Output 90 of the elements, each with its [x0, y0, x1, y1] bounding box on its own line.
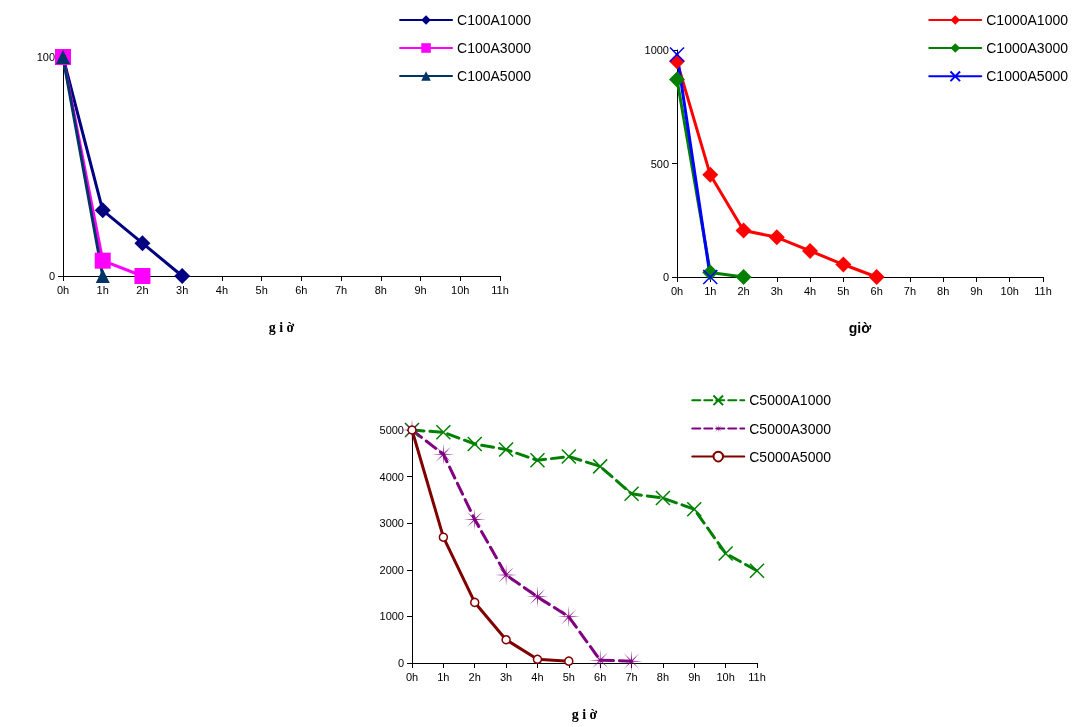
point: [498, 441, 514, 458]
x-tick-label: 8h: [374, 283, 387, 296]
point: [735, 269, 752, 285]
x-tick-label: 2h: [468, 670, 481, 683]
point: [802, 242, 819, 259]
x-tick-label: 4h: [531, 670, 544, 683]
y-tick-label: 5000: [379, 424, 404, 436]
point: [529, 452, 546, 469]
x-tick-label: 3h: [176, 283, 189, 296]
y-tick-label: 1000: [379, 610, 404, 623]
point: [623, 486, 640, 502]
point: [735, 222, 752, 239]
legend-label: C100A3000: [457, 40, 532, 56]
x-tick-label: 3h: [499, 670, 513, 683]
point: [501, 634, 511, 645]
x-tick-label: 9h: [688, 670, 701, 683]
x-tick-label: 6h: [870, 284, 883, 297]
x-tick-label: 0h: [405, 670, 419, 683]
point: [702, 166, 719, 183]
legend-label: C1000A1000: [986, 12, 1069, 28]
y-tick-label: 100: [36, 51, 55, 63]
legend-label: C5000A3000: [749, 420, 832, 437]
point: [174, 268, 191, 284]
y-tick-label: 0: [662, 271, 669, 283]
x-tick-label: 5h: [255, 283, 268, 296]
x-tick-label: 1h: [96, 283, 109, 296]
legend-label: C5000A1000: [749, 392, 832, 409]
y-tick-label: 4000: [379, 470, 404, 483]
point: [686, 501, 703, 517]
x-tick-label: 3h: [770, 284, 783, 297]
x-tick-label: 7h: [625, 670, 638, 683]
legend-label: C100A1000: [457, 12, 532, 28]
point: [868, 269, 885, 285]
x-tick-label: 0h: [56, 283, 70, 296]
x-tick-label: 0h: [670, 284, 684, 297]
x-tick-label: 1h: [437, 670, 450, 683]
point: [702, 269, 719, 285]
x-tick-label: 2h: [737, 284, 750, 297]
legend-label: C1000A5000: [986, 68, 1069, 85]
y-tick-label: 2000: [379, 563, 404, 576]
point: [717, 545, 734, 562]
x-tick-label: 9h: [970, 284, 983, 297]
x-tick-label: 6h: [594, 670, 607, 683]
point: [669, 71, 685, 88]
x-tick-label: 10h: [1000, 284, 1019, 297]
x-tick-label: 8h: [937, 284, 950, 297]
x-axis-title: g i ờ: [268, 319, 295, 335]
x-tick-label: 1h: [704, 284, 717, 297]
point: [561, 448, 577, 465]
x-tick-label: 11h: [491, 283, 509, 296]
y-tick-label: 0: [48, 270, 55, 282]
x-tick-label: 5h: [837, 284, 850, 297]
legend-label: C5000A5000: [749, 448, 832, 465]
x-tick-label: 7h: [334, 283, 348, 296]
y-tick-label: 1000: [644, 44, 669, 56]
x-tick-label: 10h: [716, 670, 735, 683]
x-axis-title: giờ: [848, 320, 872, 336]
point: [564, 656, 574, 666]
x-tick-label: 9h: [414, 283, 427, 296]
point: [669, 46, 685, 63]
x-tick-label: 5h: [562, 670, 575, 683]
x-tick-label: 11h: [748, 670, 766, 683]
point: [435, 424, 452, 441]
point: [134, 235, 151, 252]
point: [94, 252, 111, 269]
point: [655, 490, 671, 506]
point: [466, 436, 483, 452]
x-tick-label: 10h: [451, 283, 470, 296]
x-tick-label: 6h: [295, 283, 308, 296]
x-tick-label: 8h: [656, 670, 670, 683]
legend-label: C100A5000: [457, 68, 532, 84]
y-tick-label: 3000: [379, 517, 404, 530]
y-tick-label: 0: [397, 657, 404, 669]
x-tick-label: 4h: [215, 283, 229, 296]
y-tick-label: 500: [650, 157, 669, 170]
point: [469, 597, 480, 608]
x-tick-label: 11h: [1034, 284, 1052, 297]
point: [835, 256, 852, 273]
x-axis-title: g i ờ: [571, 706, 598, 722]
point: [532, 654, 543, 665]
x-tick-label: 2h: [136, 283, 149, 296]
x-tick-label: 7h: [903, 284, 917, 297]
point: [768, 229, 785, 246]
point: [94, 202, 111, 219]
point: [749, 562, 765, 579]
x-tick-label: 4h: [803, 284, 817, 297]
legend-label: C1000A3000: [986, 40, 1069, 56]
point: [438, 532, 449, 542]
point: [592, 458, 608, 475]
point: [134, 268, 151, 284]
